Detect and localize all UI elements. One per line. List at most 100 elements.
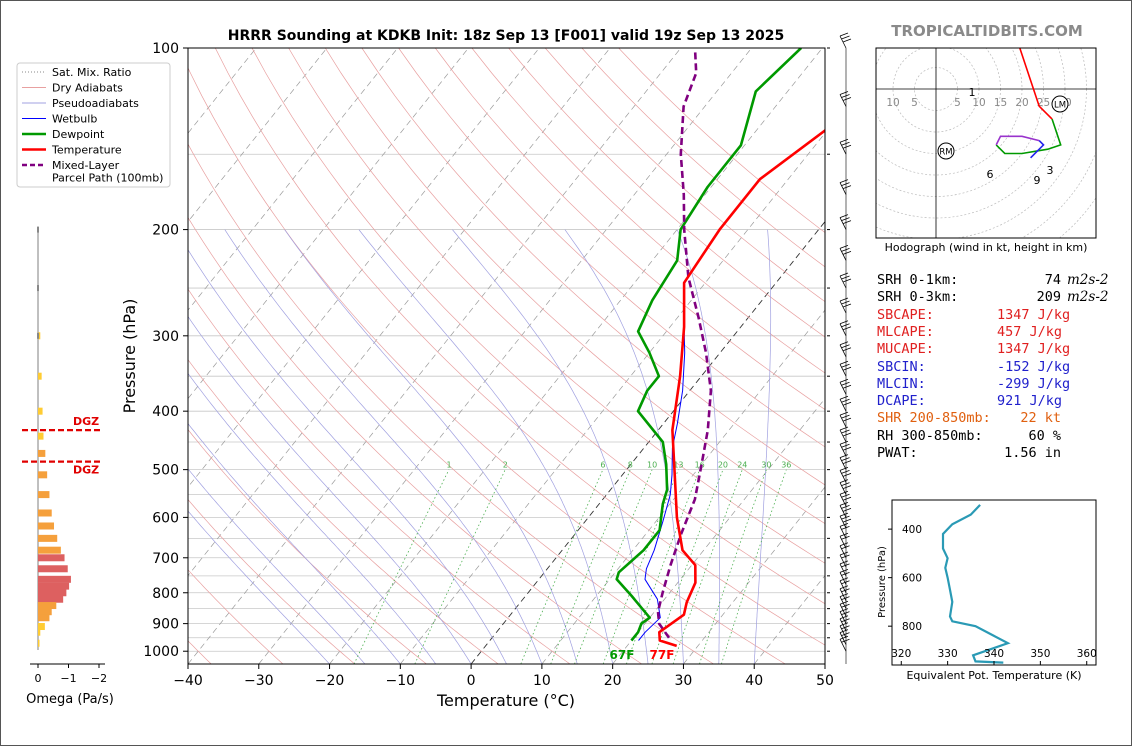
barb-flag: [842, 278, 852, 283]
omega-bar: [38, 407, 43, 415]
wind-barb: [839, 32, 852, 49]
y-axis-label: Pressure (hPa): [120, 299, 139, 414]
barb-flag: [839, 600, 849, 605]
wind-barb: [839, 179, 852, 195]
wind-barb: [839, 440, 852, 457]
hodo-segment: [932, 0, 979, 20]
index-value: -152 J/kg: [997, 358, 1071, 375]
barb-staff: [839, 536, 847, 549]
barb-flag: [841, 457, 850, 461]
barb-flag: [839, 320, 849, 325]
barb-flag: [841, 381, 850, 386]
hodo-ring-label: 5: [911, 97, 918, 109]
isotherm-line: [541, 309, 825, 664]
isotherm-line: [188, 48, 540, 488]
dgz-label: DGZ: [73, 415, 99, 428]
dry-adiabat: [288, 48, 825, 564]
index-value: 1.56 in: [1004, 445, 1061, 461]
barb-flag: [841, 554, 850, 559]
hodo-ring-label: 25: [1037, 97, 1050, 109]
index-row: SRH 0-1km: 74 m2s-2: [877, 272, 1108, 289]
index-row: SRH 0-3km: 209 m2s-2: [877, 289, 1108, 306]
theta-e-line: [941, 504, 1011, 664]
barb-flag: [839, 411, 849, 416]
dry-adiabat: [544, 48, 825, 303]
wind-barb: [839, 426, 852, 443]
omega-bar: [38, 582, 70, 590]
barb-flag: [839, 593, 849, 597]
mixing-ratio-label: 24: [737, 461, 747, 470]
dry-adiabat: [188, 288, 571, 664]
dry-adiabat: [188, 216, 642, 664]
barb-flag: [842, 384, 852, 389]
barb-flag: [841, 323, 850, 328]
barb-flag: [841, 588, 850, 593]
index-label: RH 300-850mb:: [877, 427, 983, 444]
barb-flag: [841, 429, 850, 434]
y-tick-label: 500: [152, 463, 179, 479]
wetbulb-line: [638, 326, 686, 641]
omega-bar: [37, 332, 39, 339]
isotherm-line: [188, 48, 469, 400]
x-tick-label: 20: [604, 673, 622, 689]
mixing-ratio-line: [626, 469, 701, 664]
omega-bar: [38, 332, 41, 340]
barb-flag: [841, 638, 850, 643]
barb-flag: [839, 608, 849, 612]
mixing-ratio-line: [651, 469, 724, 664]
wind-barb: [839, 245, 852, 261]
mixing-ratio-label: 16: [695, 461, 705, 470]
x-tick-label: −10: [386, 673, 416, 689]
theta-x-tick-label: 350: [1030, 648, 1050, 660]
index-row: DCAPE: 921 J/kg: [877, 393, 1062, 410]
wind-barbs: [827, 32, 852, 664]
mixing-ratio-line: [353, 469, 450, 664]
x-tick-label: 0: [467, 673, 476, 689]
barb-flag: [841, 563, 850, 568]
wind-barb: [839, 551, 850, 568]
storm-motion-label: RM: [939, 148, 952, 158]
pseudoadiabat: [188, 249, 507, 664]
wind-barb: [839, 629, 850, 645]
mixing-ratio-label: 8: [628, 461, 633, 470]
barb-flag: [841, 603, 850, 608]
hodo-segment: [995, 118, 1062, 155]
barb-flag: [839, 635, 849, 640]
barb-flag: [842, 496, 852, 501]
barb-staff: [839, 632, 847, 645]
isotherm-line: [683, 486, 825, 664]
pseudoadiabat: [452, 229, 649, 664]
pseudoadiabat: [224, 229, 543, 664]
dry-adiabat: [398, 48, 825, 448]
barb-flag: [841, 493, 850, 498]
barb-staff: [839, 526, 847, 539]
y-tick-label: 200: [152, 223, 179, 239]
barb-flag: [839, 585, 849, 590]
barb-flag: [839, 138, 849, 143]
mixing-ratio-line: [574, 469, 653, 664]
index-row: SBCAPE: 1347 J/kg: [877, 307, 1070, 324]
x-tick-label: −40: [173, 673, 203, 689]
index-value: 60 %: [1028, 427, 1061, 444]
chart-title: HRRR Sounding at KDKB Init: 18z Sep 13 […: [228, 28, 784, 44]
barb-staff: [839, 554, 847, 568]
hodo-ring-label: 10: [886, 97, 899, 109]
barb-flag: [842, 303, 852, 308]
y-tick-label: 600: [152, 510, 179, 526]
mixed-layer-parcel-path-mb-line: [656, 48, 713, 639]
barb-flag: [839, 560, 849, 565]
mixing-ratio-label: 30: [761, 461, 771, 470]
barb-flag: [839, 523, 849, 527]
barb-flag: [841, 545, 850, 550]
mixing-ratio-label: 20: [718, 461, 728, 470]
wind-barb: [839, 635, 850, 652]
wind-barb: [839, 91, 852, 107]
surface-temperature-label: 77F: [650, 648, 675, 662]
isotherm-line: [258, 48, 752, 664]
barb-flag: [839, 532, 849, 537]
mixing-ratio-line: [672, 469, 743, 664]
omega-bar: [38, 534, 58, 542]
index-row: MLCAPE: 457 J/kg: [877, 324, 1062, 341]
